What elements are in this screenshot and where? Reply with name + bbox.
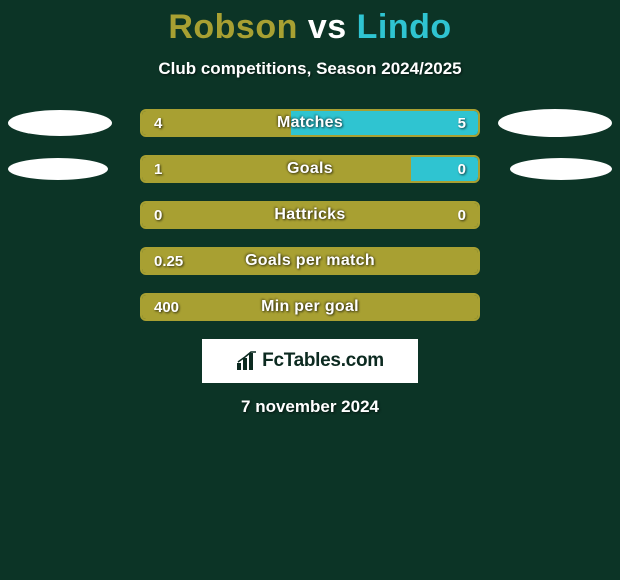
date: 7 november 2024 — [0, 397, 620, 417]
stat-row: Hattricks00 — [0, 201, 620, 229]
stat-row: Goals per match0.25 — [0, 247, 620, 275]
stat-row: Goals10 — [0, 155, 620, 183]
bar-fill-left — [142, 111, 291, 135]
bar-fill-left — [142, 203, 478, 227]
logo-box: FcTables.com — [202, 339, 418, 383]
bar-fill-left — [142, 249, 478, 273]
title-vs: vs — [308, 8, 357, 46]
bar-fill-left — [142, 295, 478, 319]
logo-text: FcTables.com — [262, 350, 384, 372]
stat-bar: Min per goal400 — [140, 293, 480, 321]
subtitle: Club competitions, Season 2024/2025 — [0, 59, 620, 79]
comparison-infographic: Robson vs Lindo Club competitions, Seaso… — [0, 0, 620, 580]
stat-bar: Goals10 — [140, 155, 480, 183]
stat-bar: Goals per match0.25 — [140, 247, 480, 275]
stat-row: Min per goal400 — [0, 293, 620, 321]
ellipse-right — [510, 158, 612, 180]
page-title: Robson vs Lindo — [0, 0, 620, 47]
title-player2: Lindo — [357, 8, 452, 46]
ellipse-left — [8, 158, 108, 180]
ellipse-left — [8, 110, 112, 136]
ellipse-right — [498, 109, 612, 137]
bar-fill-right — [291, 111, 478, 135]
bar-fill-right — [411, 157, 478, 181]
stat-row: Matches45 — [0, 109, 620, 137]
stat-bar: Hattricks00 — [140, 201, 480, 229]
title-player1: Robson — [168, 8, 298, 46]
bar-chart-icon — [236, 351, 258, 371]
stats-container: Matches45 Goals10 Hattricks00 Goals per mat… — [0, 109, 620, 321]
bar-fill-left — [142, 157, 411, 181]
stat-bar: Matches45 — [140, 109, 480, 137]
